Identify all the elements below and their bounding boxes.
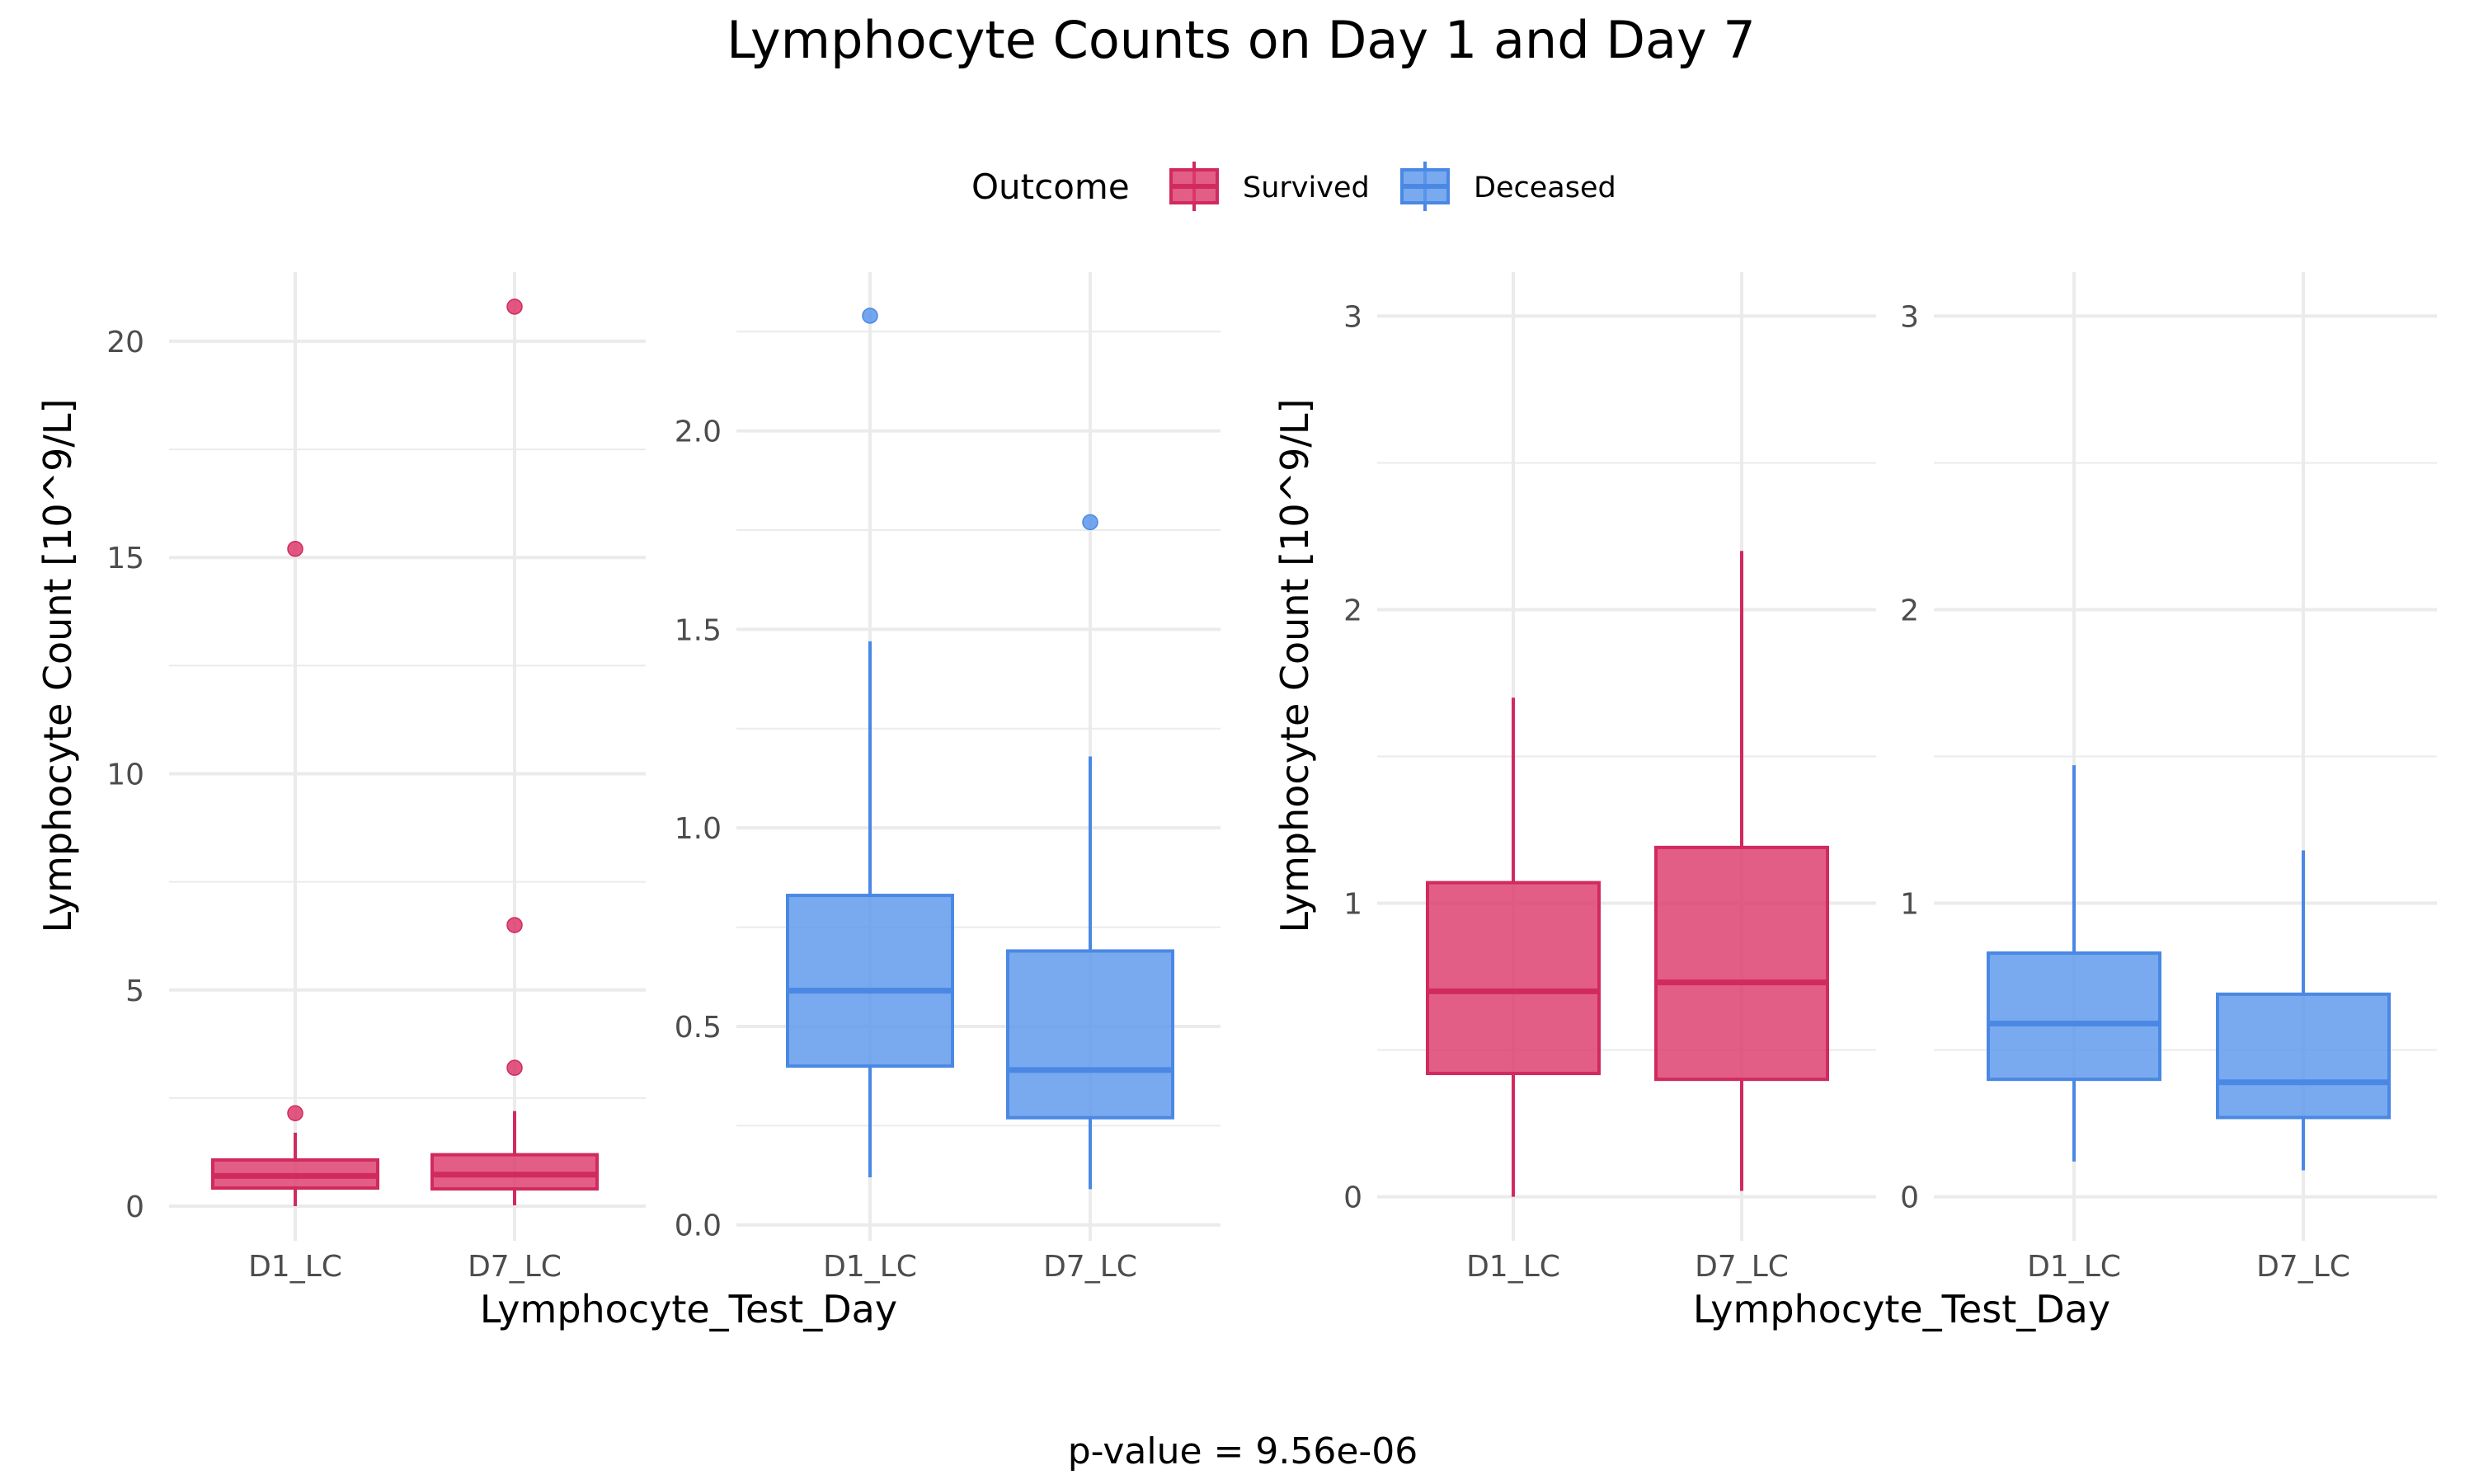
y-tick-label: 10 (106, 758, 144, 791)
box-d7-lc (1654, 551, 1829, 1191)
panel-1: 0 5 10 15 20 D1_LC D7_LC Lymphocyte Count [10^9… (35, 272, 646, 1284)
y-tick-label: 0 (125, 1190, 144, 1224)
y-tick-label: 2 (1343, 594, 1362, 627)
box-d7-lc (2216, 850, 2391, 1171)
y-tick-label: 0 (1900, 1181, 1919, 1215)
x-tick-label: D1_LC (823, 1250, 917, 1284)
box-d7-lc (430, 298, 599, 1205)
y-axis-label: Lymphocyte Count [10^9/L] (35, 399, 80, 933)
box-d1-lc (1987, 765, 2161, 1162)
x-axis-label-left: Lymphocyte_Test_Day (480, 1287, 897, 1331)
outlier-point (1082, 514, 1098, 531)
box-d7-lc (1006, 514, 1174, 1190)
iqr-box (1987, 951, 2161, 1082)
x-axis-label-right: Lymphocyte_Test_Day (1693, 1287, 2110, 1331)
p-value-caption: p-value = 9.56e-06 (1068, 1430, 1418, 1472)
box-d1-lc (786, 308, 954, 1177)
y-tick-label: 1.0 (675, 812, 722, 846)
iqr-box (1426, 881, 1601, 1076)
iqr-box (2216, 992, 2391, 1120)
x-tick-label: D1_LC (1466, 1250, 1560, 1284)
x-tick-label: D1_LC (248, 1250, 342, 1284)
y-tick-label: 3 (1900, 300, 1919, 334)
panel-2: 0.0 0.5 1.0 1.5 2.0 D1_LC D7_LC (675, 272, 1221, 1284)
y-tick-label: 1 (1343, 888, 1362, 922)
y-tick-label: 2.0 (675, 416, 722, 449)
legend-label: Deceased (1474, 171, 1616, 204)
iqr-box (1006, 949, 1174, 1120)
iqr-box (786, 894, 954, 1068)
legend-entry-survived: Survived (1169, 162, 1370, 211)
y-tick-label: 5 (125, 974, 144, 1008)
box-d1-lc (1426, 697, 1601, 1197)
y-tick-label: 15 (106, 542, 144, 575)
legend: Outcome Survived Deceased (971, 162, 1616, 211)
x-tick-label: D7_LC (2256, 1250, 2350, 1284)
y-tick-label: 0.0 (675, 1209, 722, 1243)
y-tick-label: 0.5 (675, 1011, 722, 1045)
outlier-point (862, 308, 878, 324)
y-axis-label: Lymphocyte Count [10^9/L] (1272, 399, 1317, 933)
y-tick-label: 20 (106, 326, 144, 359)
outlier-point (287, 540, 303, 557)
y-tick-label: 1.5 (675, 613, 722, 647)
panel-3: 0 1 2 3 D1_LC D7_LC Lymphocyte Count [10^9/L] (1272, 272, 1876, 1284)
legend-entry-deceased: Deceased (1400, 162, 1616, 211)
chart-title: Lymphocyte Counts on Day 1 and Day 7 (727, 10, 1756, 70)
iqr-box (1654, 845, 1829, 1082)
y-tick-label: 1 (1900, 888, 1919, 922)
legend-label: Survived (1243, 171, 1370, 204)
x-tick-label: D7_LC (1043, 1250, 1137, 1284)
y-tick-label: 0 (1343, 1181, 1362, 1215)
outlier-point (506, 917, 523, 933)
y-tick-label: 2 (1900, 594, 1919, 627)
outlier-point (287, 1105, 303, 1122)
outlier-point (506, 1059, 523, 1076)
outlier-point (506, 298, 523, 315)
panel-4: 0 1 2 3 D1_LC D7_LC (1900, 272, 2437, 1284)
x-tick-label: D7_LC (1695, 1250, 1789, 1284)
x-tick-label: D1_LC (2027, 1250, 2121, 1284)
y-tick-label: 3 (1343, 300, 1362, 334)
box-d1-lc (211, 540, 379, 1207)
x-tick-label: D7_LC (468, 1250, 562, 1284)
legend-title: Outcome (971, 167, 1130, 207)
